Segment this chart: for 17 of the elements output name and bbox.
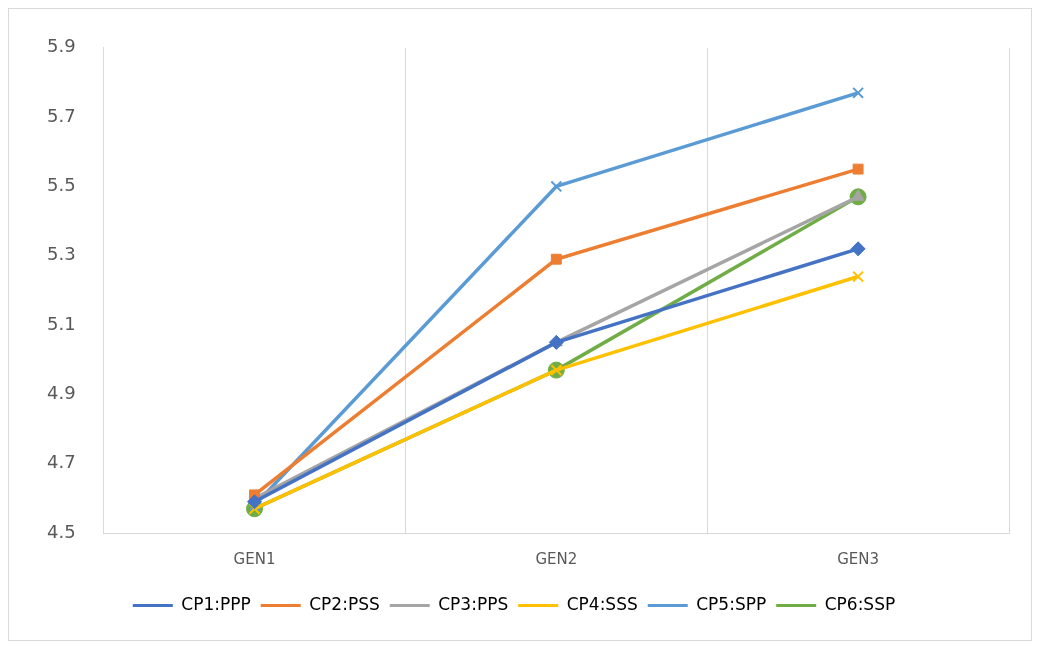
y-tick-label: 5.5 — [46, 174, 76, 196]
x-tick-label: GEN2 — [535, 549, 578, 568]
legend-label: CP4:SSS — [566, 593, 638, 614]
legend-label: CP1:PPP — [181, 593, 251, 614]
legend-label: CP3:PPS — [438, 593, 509, 614]
x-tick-label: GEN1 — [233, 549, 276, 568]
x-tick-label: GEN3 — [837, 549, 880, 568]
y-tick-label: 4.5 — [46, 520, 76, 542]
y-tick-label: 5.3 — [46, 243, 76, 265]
y-tick-label: 5.7 — [46, 104, 76, 126]
y-tick-label: 5.9 — [46, 35, 76, 57]
y-tick-label: 4.9 — [46, 382, 76, 404]
legend-label: CP6:SSP — [824, 593, 896, 614]
legend-label: CP2:PSS — [309, 593, 380, 614]
legend-label: CP5:SPP — [696, 593, 767, 614]
y-tick-label: 5.1 — [46, 312, 76, 334]
y-tick-label: 4.7 — [46, 451, 76, 473]
